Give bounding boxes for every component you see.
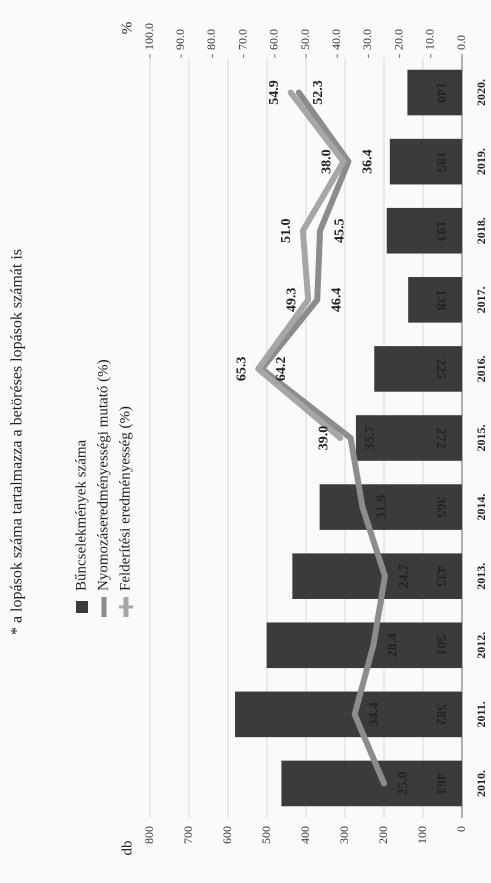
y2-axis-label: % [119, 22, 135, 35]
bar-value-label: 140 [433, 82, 448, 103]
line-value-label: 35.7 [363, 426, 378, 451]
line-value-label: 65.3 [234, 357, 249, 382]
line-value-label: 36.4 [361, 149, 376, 174]
line-value-label: 64.2 [274, 357, 289, 382]
y2-tick-label: 0.0 [454, 35, 468, 50]
y2-tick-label: 20.0 [391, 29, 405, 50]
x-tick-label: 2016. [474, 355, 488, 382]
chart-title: * a lopások száma tartalmazza a betörése… [9, 249, 26, 635]
bar-value-label: 463 [433, 773, 448, 794]
bar [389, 138, 463, 185]
rotated-chart: * a lopások száma tartalmazza a betörése… [9, 22, 488, 856]
y-tick-label: 700 [181, 826, 195, 844]
bar-value-label: 582 [433, 704, 448, 725]
x-tick-label: 2017. [474, 286, 488, 313]
line-value-label: 46.4 [329, 288, 344, 313]
line-value-label: 25.0 [396, 771, 411, 796]
legend-label: Felderítési eredményesség (%) [117, 406, 133, 591]
y-tick-label: 800 [142, 826, 156, 844]
legend-label: Nyomozáseredményességi mutató (%) [95, 359, 111, 591]
bar-value-label: 272 [433, 428, 448, 449]
bar [235, 691, 462, 738]
line-value-label: 38.0 [320, 149, 335, 174]
y-tick-label: 200 [376, 826, 390, 844]
bar [266, 622, 462, 669]
line-series [258, 89, 388, 787]
x-tick-label: 2012. [474, 632, 488, 659]
bar-value-label: 185 [433, 151, 448, 172]
bar [386, 207, 463, 254]
x-tick-label: 2015. [474, 425, 488, 452]
x-tick-label: 2014. [474, 494, 488, 521]
line-value-label: 54.9 [267, 80, 282, 105]
legend-swatch [76, 601, 88, 613]
bar-value-label: 225 [433, 358, 448, 379]
bar-value-label: 138 [433, 289, 448, 310]
y2-tick-label: 70.0 [235, 29, 249, 50]
y-tick-label: 300 [337, 826, 351, 844]
y-tick-label: 500 [259, 826, 273, 844]
bar [319, 484, 462, 530]
legend-marker [119, 600, 133, 614]
bar [408, 277, 462, 323]
bar-value-label: 435 [433, 566, 448, 587]
bar [281, 760, 462, 807]
bar-value-label: 193 [433, 220, 448, 241]
bar [292, 553, 462, 599]
line-value-label: 51.0 [279, 218, 294, 243]
y-tick-label: 400 [298, 826, 312, 844]
y2-tick-label: 100.0 [142, 23, 156, 50]
y2-tick-label: 40.0 [329, 29, 343, 50]
line-value-label: 34.4 [367, 702, 382, 727]
x-tick-label: 2020. [474, 79, 488, 106]
bar-value-label: 501 [433, 635, 448, 656]
line-value-label: 28.4 [386, 633, 401, 658]
legend-label: Bűncselekmények száma [73, 439, 89, 591]
x-tick-label: 2019. [474, 148, 488, 175]
y2-tick-label: 80.0 [204, 29, 218, 50]
y2-tick-label: 50.0 [298, 29, 312, 50]
y-tick-label: 0 [454, 826, 468, 832]
line-series [255, 89, 347, 441]
bar-value-label: 365 [433, 497, 448, 518]
line-value-label: 49.3 [284, 288, 299, 313]
y-tick-label: 600 [220, 826, 234, 844]
y2-tick-label: 30.0 [360, 29, 374, 50]
bar [407, 69, 462, 116]
bar [374, 346, 462, 392]
y2-tick-label: 10.0 [423, 29, 437, 50]
line-value-label: 39.0 [317, 426, 332, 451]
y-tick-label: 100 [415, 826, 429, 844]
bar [355, 415, 463, 461]
x-tick-label: 2010. [474, 770, 488, 797]
x-tick-label: 2011. [474, 701, 488, 727]
x-tick-label: 2018. [474, 217, 488, 244]
line-value-label: 45.5 [332, 218, 347, 243]
line-value-label: 52.3 [311, 80, 326, 105]
y-axis-label: db [119, 841, 135, 856]
y2-tick-label: 60.0 [267, 29, 281, 50]
y2-tick-label: 90.0 [173, 29, 187, 50]
line-value-label: 24.7 [397, 564, 412, 589]
line-value-label: 31.9 [375, 495, 390, 520]
x-tick-label: 2013. [474, 563, 488, 590]
